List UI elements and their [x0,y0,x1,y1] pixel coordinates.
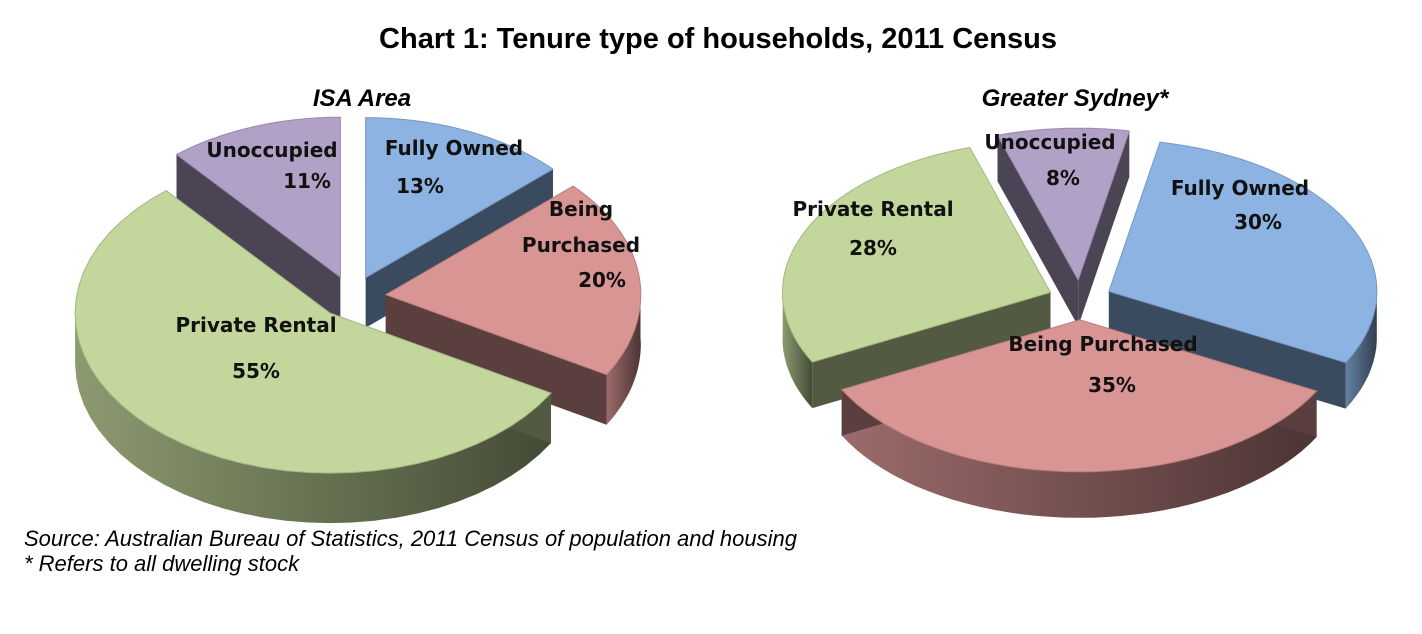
pie-slice-side-being-purchased [841,389,1317,518]
slice-label-fully-owned: Fully Owned [385,136,523,160]
pie-slice-top-fully-owned [365,117,554,279]
slice-value-private-rental: 55% [232,359,280,383]
pie-slice-being-purchased [840,319,1318,518]
slice-label-being-purchased: Being Purchased [1008,332,1197,356]
slice-label-fully-owned: Fully Owned [1171,176,1309,200]
pie-slice-being-purchased [384,185,642,425]
chart-notes: Source: Australian Bureau of Statistics,… [24,526,797,576]
pie-slice-private-rental [74,190,552,524]
pie-slice-top-being-purchased [840,319,1318,473]
pie-slice-side-being-purchased [606,287,641,425]
pie-slice-top-private-rental [781,146,1052,363]
footnote: * Refers to all dwelling stock [24,551,300,576]
pie-slice-top-being-purchased [384,185,642,376]
pie-slice-cut-being-purchased-1 [385,294,607,425]
pie-slice-private-rental [781,146,1052,409]
chart-title: Chart 1: Tenure type of households, 2011… [379,23,1057,55]
slice-label-private-rental: Private Rental [792,197,953,221]
pie-slice-fully-owned [1108,141,1378,409]
pie-slice-cut-unoccupied-0 [997,135,1079,327]
pie-chart-isa-area: ISA Area Fully Owned 13% Being Purchased 20%… [74,85,642,524]
slice-label-unoccupied: Unoccupied [984,130,1115,154]
pie-slice-side-fully-owned [1345,287,1377,409]
pie-slice-cut-private-rental-0 [812,292,1051,409]
pie-title-greater-sydney: Greater Sydney* [982,85,1170,112]
pie-slice-top-private-rental [74,190,552,474]
slice-value-fully-owned: 30% [1234,210,1282,234]
pie-chart-greater-sydney: Greater Sydney* Fully Owned 30% Being Purc… [781,85,1378,518]
pie-slice-side-private-rental [782,285,813,409]
pie-slice-cut-unoccupied-0 [176,154,341,328]
slice-label-being-purchased-line1: Being [549,197,613,221]
pie-slice-top-fully-owned [1108,141,1378,364]
pie-slice-top-unoccupied [175,116,341,279]
pie-slice-cut-fully-owned-1 [1108,291,1346,409]
pie-slice-cut-unoccupied-1 [1078,131,1130,327]
slice-value-being-purchased: 35% [1088,373,1136,397]
pie-slice-unoccupied [175,116,341,328]
slice-label-private-rental: Private Rental [175,313,336,337]
pie-slice-side-private-rental [75,313,551,524]
slice-value-being-purchased: 20% [578,268,626,292]
pie-slice-top-unoccupied [996,127,1130,282]
pie-title-isa-area: ISA Area [313,85,411,112]
slice-label-being-purchased-line2: Purchased [522,233,640,257]
slice-value-private-rental: 28% [849,236,897,260]
slice-value-fully-owned: 13% [396,174,444,198]
slice-label-unoccupied: Unoccupied [206,138,337,162]
slice-value-unoccupied: 8% [1046,166,1080,190]
pie-slice-unoccupied [996,127,1130,327]
source-note: Source: Australian Bureau of Statistics,… [24,526,797,551]
slice-value-unoccupied: 11% [283,169,331,193]
